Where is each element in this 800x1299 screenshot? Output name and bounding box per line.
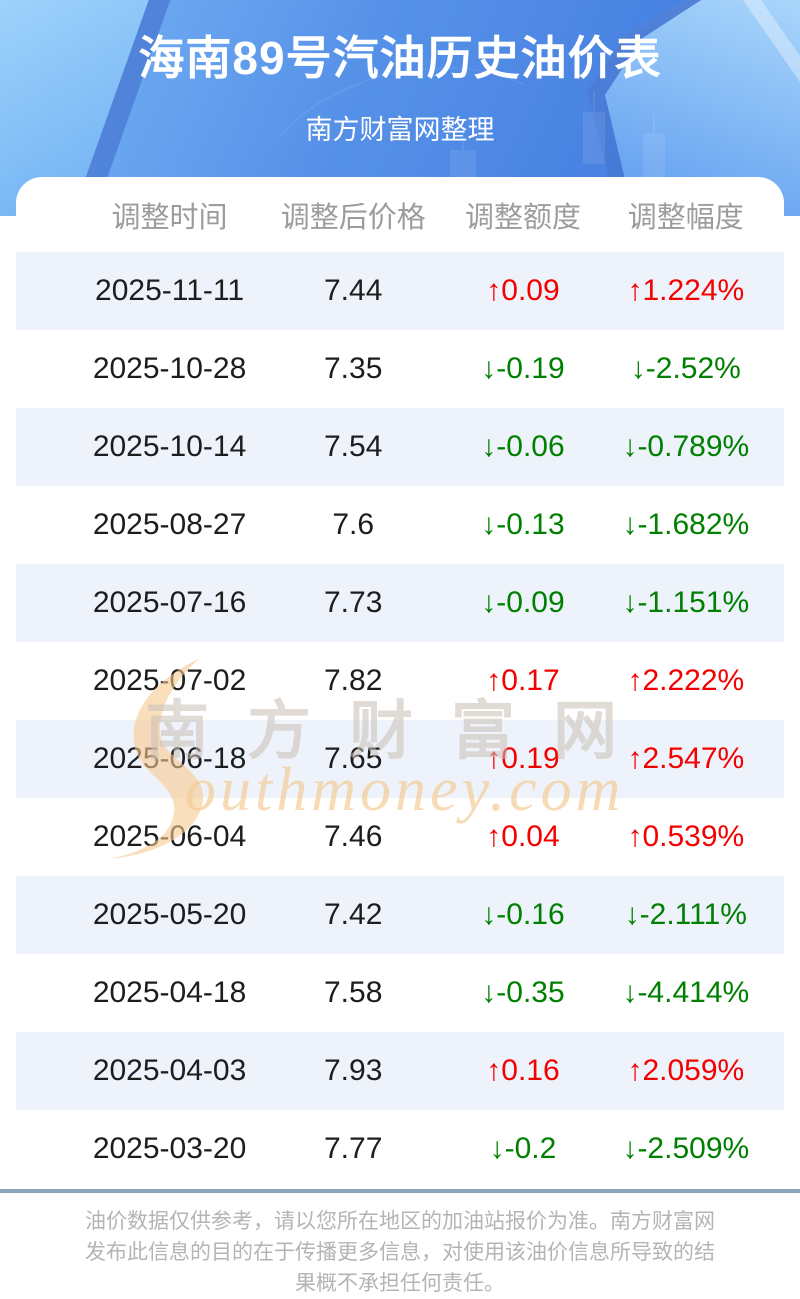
cell-price: 7.42 <box>324 898 383 931</box>
cell-date: 2025-06-18 <box>92 742 247 775</box>
cell-change-percent: ↓-1.151% <box>622 586 750 619</box>
disclaimer-line: 果概不承担任何责任。 <box>295 1272 505 1295</box>
page-title: 海南89号汽油历史油价表 <box>138 32 662 84</box>
cell-change-amount: ↓-0.35 <box>481 976 565 1009</box>
column-header-price: 调整后价格 <box>280 201 426 234</box>
cell-price: 7.73 <box>324 586 383 619</box>
cell-change-amount: ↓-0.19 <box>481 352 565 385</box>
cell-change-amount: ↓-0.16 <box>481 898 565 931</box>
disclaimer-text: 油价数据仅供参考，请以您所在地区的加油站报价为准。南方财富网 发布此信息的目的在… <box>0 1206 800 1299</box>
table-row: 2025-10-28 7.35 ↓-0.19 ↓-2.52% <box>16 330 784 408</box>
cell-change-percent: ↑2.222% <box>627 664 745 697</box>
cell-change-percent: ↓-2.509% <box>622 1132 750 1165</box>
footer-divider <box>0 1189 800 1193</box>
cell-price: 7.58 <box>324 976 383 1009</box>
cell-price: 7.46 <box>324 820 383 853</box>
cell-price: 7.65 <box>324 742 383 775</box>
cell-price: 7.93 <box>324 1054 383 1087</box>
cell-change-amount: ↓-0.13 <box>481 508 565 541</box>
cell-date: 2025-08-27 <box>92 508 247 541</box>
cell-change-amount: ↑0.09 <box>486 274 560 307</box>
table-row: 2025-04-18 7.58 ↓-0.35 ↓-4.414% <box>16 954 784 1032</box>
candlestick-wick-icon <box>653 114 655 133</box>
cell-date: 2025-11-11 <box>95 274 245 307</box>
candlestick-icon <box>643 133 665 179</box>
cell-change-amount: ↓-0.2 <box>489 1132 557 1165</box>
price-table-card: 调整时间 调整后价格 调整额度 调整幅度 2025-11-11 7.44 ↑0.09… <box>16 177 784 1188</box>
cell-change-amount: ↑0.17 <box>486 664 560 697</box>
cell-change-amount: ↓-0.09 <box>481 586 565 619</box>
cell-price: 7.44 <box>324 274 383 307</box>
cell-date: 2025-06-04 <box>92 820 247 853</box>
table-row: 2025-11-11 7.44 ↑0.09 ↑1.224% <box>16 252 784 330</box>
cell-date: 2025-10-28 <box>92 352 247 385</box>
table-row: 2025-10-14 7.54 ↓-0.06 ↓-0.789% <box>16 408 784 486</box>
disclaimer-line: 油价数据仅供参考，请以您所在地区的加油站报价为准。南方财富网 <box>85 1210 715 1233</box>
cell-date: 2025-04-03 <box>92 1054 247 1087</box>
candlestick-wick-icon <box>462 128 464 150</box>
price-table-body: 2025-11-11 7.44 ↑0.09 ↑1.224% 2025-10-28 7.35… <box>16 252 784 1188</box>
table-row: 2025-06-04 7.46 ↑0.04 ↑0.539% <box>16 798 784 876</box>
cell-price: 7.82 <box>324 664 383 697</box>
cell-date: 2025-07-02 <box>92 664 247 697</box>
cell-date: 2025-03-20 <box>92 1132 247 1165</box>
cell-price: 7.6 <box>332 508 375 541</box>
disclaimer-line: 发布此信息的目的在于传播更多信息，对使用该油价信息所导致的结 <box>85 1241 715 1264</box>
table-row: 2025-05-20 7.42 ↓-0.16 ↓-2.111% <box>16 876 784 954</box>
table-header-row: 调整时间 调整后价格 调整额度 调整幅度 <box>16 177 784 252</box>
column-header-change: 调整额度 <box>464 201 581 234</box>
cell-change-percent: ↓-2.111% <box>624 898 747 931</box>
cell-change-percent: ↑0.539% <box>627 820 745 853</box>
cell-change-percent: ↓-2.52% <box>630 352 741 385</box>
cell-price: 7.77 <box>324 1132 383 1165</box>
table-row: 2025-07-02 7.82 ↑0.17 ↑2.222% <box>16 642 784 720</box>
cell-change-amount: ↑0.04 <box>486 820 560 853</box>
cell-change-percent: ↑2.547% <box>627 742 745 775</box>
table-row: 2025-03-20 7.77 ↓-0.2 ↓-2.509% <box>16 1110 784 1188</box>
cell-change-amount: ↑0.16 <box>486 1054 560 1087</box>
cell-change-percent: ↓-4.414% <box>622 976 750 1009</box>
cell-date: 2025-04-18 <box>92 976 247 1009</box>
candlestick-wick-icon <box>593 92 595 112</box>
table-row: 2025-06-18 7.65 ↑0.19 ↑2.547% <box>16 720 784 798</box>
cell-change-amount: ↓-0.06 <box>481 430 565 463</box>
table-row: 2025-08-27 7.6 ↓-0.13 ↓-1.682% <box>16 486 784 564</box>
column-header-percent: 调整幅度 <box>627 201 744 234</box>
cell-change-amount: ↑0.19 <box>486 742 560 775</box>
page-subtitle: 南方财富网整理 <box>305 115 495 145</box>
cell-change-percent: ↓-1.682% <box>622 508 750 541</box>
cell-price: 7.54 <box>324 430 383 463</box>
cell-date: 2025-07-16 <box>92 586 247 619</box>
cell-date: 2025-05-20 <box>92 898 247 931</box>
column-header-time: 调整时间 <box>111 201 228 234</box>
cell-change-percent: ↑2.059% <box>627 1054 745 1087</box>
cell-change-percent: ↑1.224% <box>627 274 745 307</box>
cell-change-percent: ↓-0.789% <box>622 430 750 463</box>
table-row: 2025-04-03 7.93 ↑0.16 ↑2.059% <box>16 1032 784 1110</box>
cell-price: 7.35 <box>324 352 383 385</box>
table-row: 2025-07-16 7.73 ↓-0.09 ↓-1.151% <box>16 564 784 642</box>
candlestick-icon <box>583 112 605 164</box>
cell-date: 2025-10-14 <box>92 430 247 463</box>
